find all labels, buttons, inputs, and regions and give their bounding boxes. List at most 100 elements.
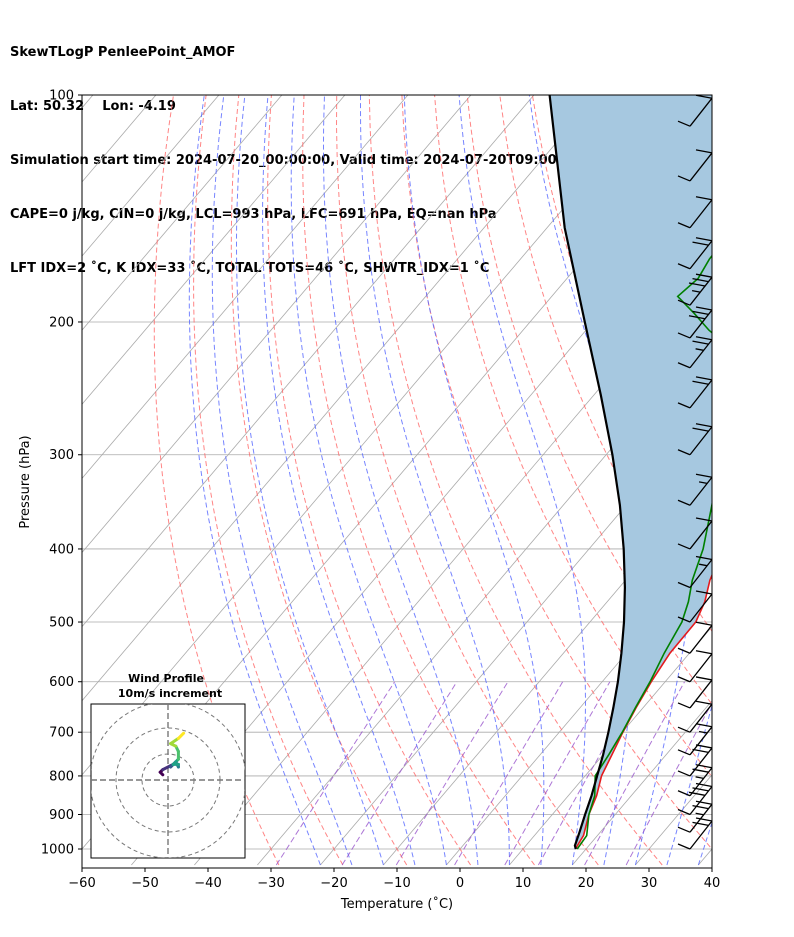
y-axis-ticks: 100 200 300 400 500 600 700 800 900 1000: [41, 89, 82, 858]
wind-barb: [677, 817, 713, 850]
moist-adiabat: [697, 821, 712, 866]
moist-adiabat: [236, 95, 384, 866]
mixing-ratio-line: [504, 681, 611, 866]
hodograph-subtitle: 10m/s increment: [118, 687, 222, 700]
dry-adiabat: [434, 95, 712, 778]
isotherm-line: [82, 95, 283, 331]
isotherm-line: [446, 551, 712, 866]
x-tick-label: 30: [641, 876, 658, 891]
dry-adiabat: [466, 95, 712, 705]
wind-barb: [677, 723, 713, 756]
y-tick-label: 400: [49, 542, 74, 557]
x-tick-label: −50: [131, 876, 158, 891]
y-tick-label: 800: [49, 769, 74, 784]
y-axis-label: Pressure (hPa): [18, 435, 33, 528]
chart-header: SkewTLogP PenleePoint_AMOF Lat: 50.32 Lo…: [10, 8, 603, 296]
isotherm-line: [698, 848, 712, 866]
y-tick-label: 500: [49, 616, 74, 631]
y-tick-label: 200: [49, 315, 74, 330]
isotherm-line: [82, 95, 94, 109]
wind-barbs: [677, 94, 713, 850]
isotherm-line: [82, 95, 535, 628]
isotherm-line: [82, 95, 472, 554]
dry-adiabat: [193, 95, 344, 866]
hodograph-inset: Wind Profile 10m/s increment: [90, 672, 246, 859]
isotherm-line: [82, 95, 346, 405]
temperature-line: [574, 573, 712, 850]
isotherm-line: [82, 95, 220, 257]
wind-barb: [677, 306, 713, 339]
wind-barb: [677, 196, 713, 229]
wind-barb: [677, 744, 713, 777]
moist-adiabat: [188, 95, 321, 866]
wind-barb: [677, 650, 713, 683]
dry-adiabat: [230, 95, 408, 866]
y-tick-label: 900: [49, 808, 74, 823]
dry-adiabat: [499, 95, 712, 633]
wind-barb: [677, 473, 713, 506]
moist-adiabat: [458, 95, 586, 866]
mixing-ratio-line: [275, 681, 396, 866]
wind-barb: [677, 94, 713, 127]
dry-adiabat: [401, 95, 712, 850]
wind-barb: [677, 376, 713, 409]
wind-barb: [677, 800, 713, 833]
x-tick-label: −10: [383, 876, 410, 891]
dry-adiabat: [335, 95, 599, 866]
isotherm-line: [572, 700, 712, 866]
y-tick-label: 100: [49, 89, 74, 104]
x-tick-label: −20: [320, 876, 347, 891]
moist-adiabat: [403, 95, 545, 866]
wind-barb: [677, 590, 713, 623]
x-tick-label: −40: [194, 876, 221, 891]
y-tick-label: 300: [49, 448, 74, 463]
wind-barb: [677, 676, 713, 709]
chart-title: SkewTLogP PenleePoint_AMOF: [10, 45, 236, 60]
wind-barb: [677, 555, 713, 589]
hodograph-segment: [176, 731, 186, 740]
wind-barb: [677, 273, 713, 306]
dry-adiabat: [302, 95, 535, 866]
stability-indices-1: CAPE=0 j/kg, CIN=0 j/kg, LCL=993 hPa, LF…: [10, 207, 497, 222]
x-tick-label: 20: [578, 876, 595, 891]
dry-adiabat: [267, 95, 472, 866]
dry-adiabat: [153, 95, 280, 866]
x-tick-label: −30: [257, 876, 284, 891]
y-tick-label: 700: [49, 726, 74, 741]
y-tick-label: 1000: [41, 843, 74, 858]
moist-adiabat: [323, 95, 479, 866]
dry-adiabat: [728, 95, 794, 865]
mixing-ratio-line: [341, 681, 458, 866]
x-tick-label: −60: [68, 876, 95, 891]
x-tick-label: 0: [456, 876, 464, 891]
isotherm-line: [320, 403, 712, 866]
moist-adiabat: [211, 95, 353, 866]
moist-adiabat: [290, 95, 447, 866]
x-tick-label: 10: [515, 876, 532, 891]
cape-shading: [549, 95, 712, 849]
cape-area: [549, 95, 712, 849]
isotherm-line: [257, 329, 712, 866]
mixing-ratio-line: [584, 681, 686, 866]
mixing-ratio-line: [395, 681, 509, 866]
wind-barb: [677, 149, 713, 182]
wind-barb: [677, 621, 713, 654]
x-tick-label: 40: [704, 876, 721, 891]
isotherm-line: [82, 95, 598, 702]
wind-barb: [677, 423, 713, 456]
x-axis-ticks: −60 −50 −40 −30 −20 −10 0 10 20 30 40: [68, 868, 720, 891]
moist-adiabat: [262, 95, 416, 866]
mixing-ratio-line: [625, 701, 712, 866]
wind-barb: [677, 517, 713, 550]
hodograph-segment: [169, 736, 180, 746]
x-axis-label: Temperature (˚C): [340, 896, 453, 912]
hodograph-trace: [158, 731, 186, 777]
y-tick-label: 600: [49, 675, 74, 690]
wind-barb: [677, 336, 713, 369]
hodograph-rings: [91, 704, 245, 858]
hodograph-title: Wind Profile: [128, 672, 204, 685]
wind-barb: [677, 237, 713, 270]
dry-adiabat: [761, 95, 794, 865]
wind-barb: [677, 700, 713, 733]
